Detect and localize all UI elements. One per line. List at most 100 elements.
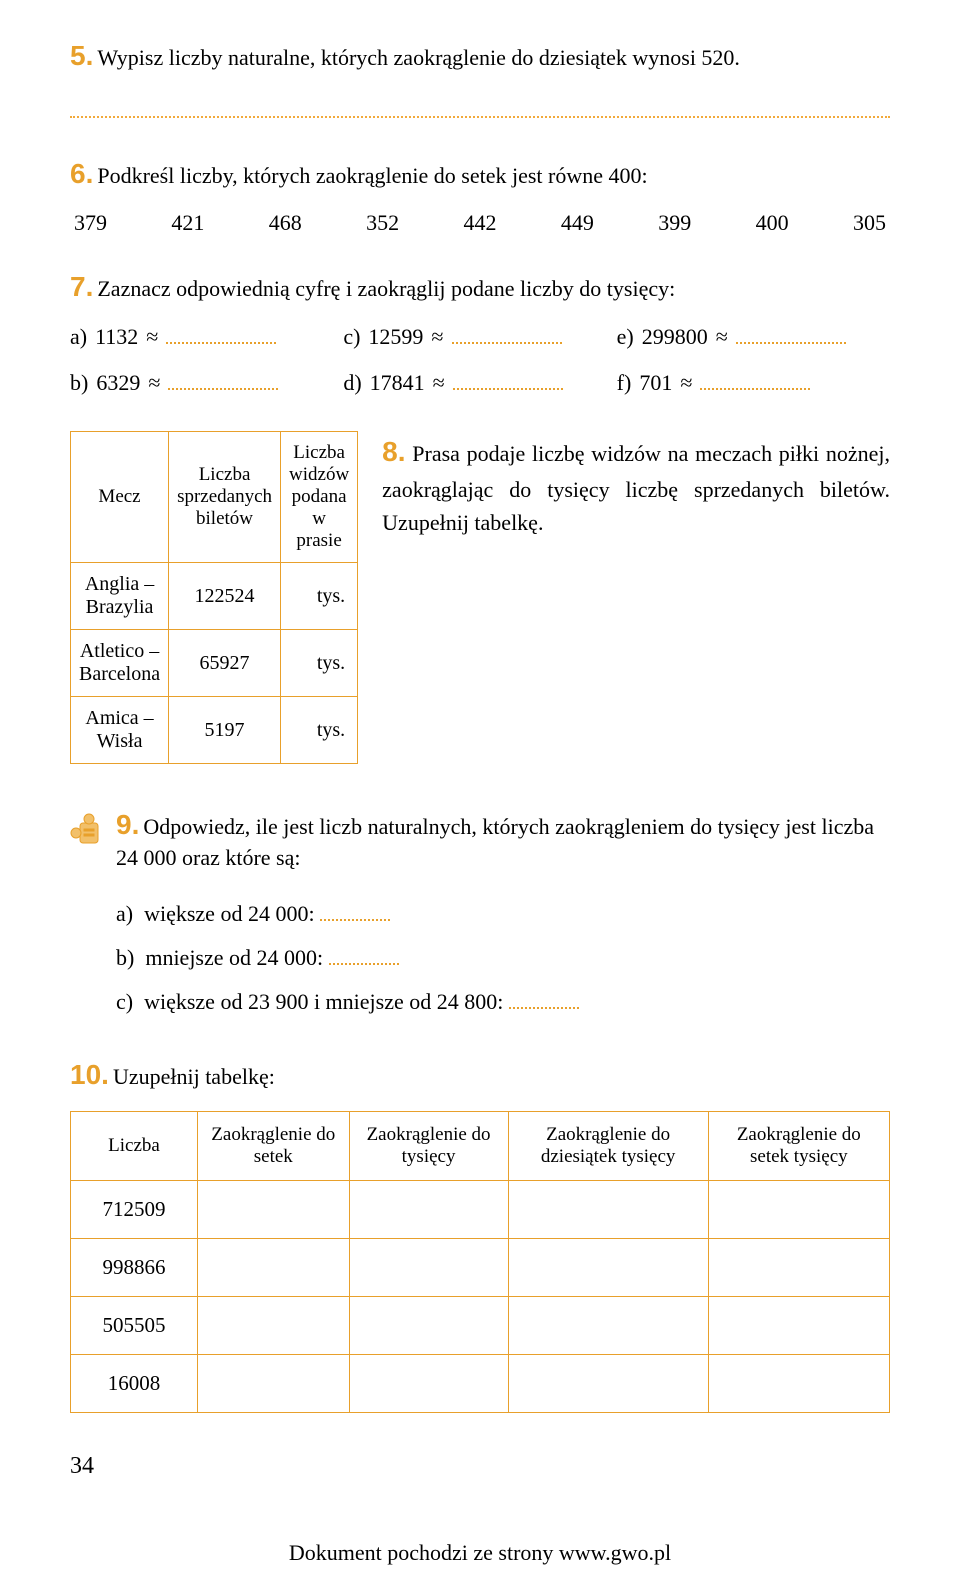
- puzzle-icon: [70, 811, 106, 851]
- table-row: Atletico – Barcelona 65927 tys.: [71, 630, 358, 697]
- ex10-r0c1[interactable]: [198, 1180, 350, 1238]
- table-row: 998866: [71, 1238, 890, 1296]
- ex9-number: 9.: [116, 809, 139, 840]
- ex10-h0: Liczba: [71, 1111, 198, 1180]
- ex7-number: 7.: [70, 271, 93, 302]
- ex10-h1: Zaokrąglenie do setek: [198, 1111, 350, 1180]
- ex7-d-blank[interactable]: [453, 368, 563, 390]
- ex7-b-blank[interactable]: [168, 368, 278, 390]
- ex10-h4: Zaokrąglenie do setek tysięcy: [708, 1111, 889, 1180]
- ex6-n4[interactable]: 442: [464, 210, 497, 236]
- ex8-h1: Liczba sprzedanych biletów: [169, 432, 281, 563]
- ex10-r3c1[interactable]: [198, 1354, 350, 1412]
- table-row: Amica – Wisła 5197 tys.: [71, 697, 358, 764]
- ex10-r2c1[interactable]: [198, 1296, 350, 1354]
- approx-symbol: ≈: [148, 370, 160, 396]
- ex7-b-label: b): [70, 370, 88, 396]
- ex10-r1c2[interactable]: [349, 1238, 508, 1296]
- exercise-9: 9. Odpowiedz, ile jest liczb naturalnych…: [70, 809, 890, 1024]
- ex8-text: Prasa podaje liczbę widzów na meczach pi…: [382, 441, 890, 535]
- ex7-c-blank[interactable]: [452, 322, 562, 344]
- ex6-n7[interactable]: 400: [756, 210, 789, 236]
- ex8-r1c0: Atletico – Barcelona: [71, 630, 169, 697]
- ex7-e-val: 299800: [642, 324, 708, 350]
- ex7-item-c: c) 12599 ≈: [343, 322, 616, 350]
- ex10-r2c2[interactable]: [349, 1296, 508, 1354]
- ex8-side-text: 8. Prasa podaje liczbę widzów na meczach…: [382, 431, 890, 539]
- ex10-r1: 998866: [71, 1238, 198, 1296]
- ex7-c-val: 12599: [368, 324, 423, 350]
- ex6-n6[interactable]: 399: [658, 210, 691, 236]
- ex8-r2c0: Amica – Wisła: [71, 697, 169, 764]
- ex8-r2c1: 5197: [169, 697, 281, 764]
- ex9-text: Odpowiedz, ile jest liczb naturalnych, k…: [116, 814, 874, 870]
- ex8-number: 8.: [382, 436, 405, 467]
- ex7-text: Zaznacz odpowiednią cyfrę i zaokrąglij p…: [97, 276, 675, 301]
- ex7-f-label: f): [617, 370, 632, 396]
- ex10-table: Liczba Zaokrąglenie do setek Zaokrągleni…: [70, 1111, 890, 1413]
- exercise-8-block: Mecz Liczba sprzedanych biletów Liczba w…: [70, 431, 890, 764]
- ex5-number: 5.: [70, 40, 93, 71]
- ex7-item-b: b) 6329 ≈: [70, 368, 343, 396]
- ex7-grid: a) 1132 ≈ c) 12599 ≈ e) 299800 ≈ b) 6329…: [70, 322, 890, 396]
- ex7-a-blank[interactable]: [166, 322, 276, 344]
- ex10-r1c4[interactable]: [708, 1238, 889, 1296]
- table-row: Anglia – Brazylia 122524 tys.: [71, 563, 358, 630]
- ex10-r2: 505505: [71, 1296, 198, 1354]
- exercise-7: 7. Zaznacz odpowiednią cyfrę i zaokrągli…: [70, 271, 890, 397]
- ex10-r1c3[interactable]: [508, 1238, 708, 1296]
- ex6-n5[interactable]: 449: [561, 210, 594, 236]
- ex6-n2[interactable]: 468: [269, 210, 302, 236]
- ex10-h2: Zaokrąglenie do tysięcy: [349, 1111, 508, 1180]
- ex10-r3c4[interactable]: [708, 1354, 889, 1412]
- ex10-r0c3[interactable]: [508, 1180, 708, 1238]
- ex10-r1c1[interactable]: [198, 1238, 350, 1296]
- ex8-r1c2[interactable]: tys.: [281, 630, 358, 697]
- ex7-item-a: a) 1132 ≈: [70, 322, 343, 350]
- table-row: 712509: [71, 1180, 890, 1238]
- ex7-c-label: c): [343, 324, 360, 350]
- ex8-r0c1: 122524: [169, 563, 281, 630]
- ex9-c: c) większe od 23 900 i mniejsze od 24 80…: [116, 980, 890, 1024]
- exercise-10: 10. Uzupełnij tabelkę: Liczba Zaokrąglen…: [70, 1059, 890, 1413]
- ex9-c-blank[interactable]: [509, 987, 579, 1009]
- ex7-a-val: 1132: [95, 324, 138, 350]
- ex7-item-e: e) 299800 ≈: [617, 322, 890, 350]
- ex10-r3c2[interactable]: [349, 1354, 508, 1412]
- ex6-n1[interactable]: 421: [171, 210, 204, 236]
- ex9-a-blank[interactable]: [320, 899, 390, 921]
- ex10-r3c3[interactable]: [508, 1354, 708, 1412]
- ex8-h2: Liczba widzów podana w prasie: [281, 432, 358, 563]
- ex9-b-blank[interactable]: [329, 943, 399, 965]
- ex7-e-blank[interactable]: [736, 322, 846, 344]
- ex5-answer-line[interactable]: [70, 96, 890, 118]
- approx-symbol: ≈: [716, 324, 728, 350]
- ex10-r2c3[interactable]: [508, 1296, 708, 1354]
- ex10-number: 10.: [70, 1059, 109, 1090]
- ex9-b: b) mniejsze od 24 000:: [116, 936, 890, 980]
- approx-symbol: ≈: [433, 370, 445, 396]
- ex6-numbers-row: 379 421 468 352 442 449 399 400 305: [70, 210, 890, 236]
- ex10-r0c2[interactable]: [349, 1180, 508, 1238]
- ex10-r3: 16008: [71, 1354, 198, 1412]
- table-row: 16008: [71, 1354, 890, 1412]
- approx-symbol: ≈: [680, 370, 692, 396]
- exercise-5: 5. Wypisz liczby naturalne, których zaok…: [70, 40, 890, 123]
- ex8-r0c2[interactable]: tys.: [281, 563, 358, 630]
- ex6-number: 6.: [70, 158, 93, 189]
- approx-symbol: ≈: [431, 324, 443, 350]
- ex5-text: Wypisz liczby naturalne, których zaokrąg…: [97, 45, 740, 70]
- ex6-n3[interactable]: 352: [366, 210, 399, 236]
- exercise-6: 6. Podkreśl liczby, których zaokrąglenie…: [70, 158, 890, 236]
- ex7-f-blank[interactable]: [700, 368, 810, 390]
- table-row: 505505: [71, 1296, 890, 1354]
- ex6-n8[interactable]: 305: [853, 210, 886, 236]
- ex6-n0[interactable]: 379: [74, 210, 107, 236]
- ex10-r0: 712509: [71, 1180, 198, 1238]
- ex9-a: a) większe od 24 000:: [116, 892, 890, 936]
- ex10-r2c4[interactable]: [708, 1296, 889, 1354]
- ex8-r2c2[interactable]: tys.: [281, 697, 358, 764]
- ex10-r0c4[interactable]: [708, 1180, 889, 1238]
- ex7-e-label: e): [617, 324, 634, 350]
- ex8-r0c0: Anglia – Brazylia: [71, 563, 169, 630]
